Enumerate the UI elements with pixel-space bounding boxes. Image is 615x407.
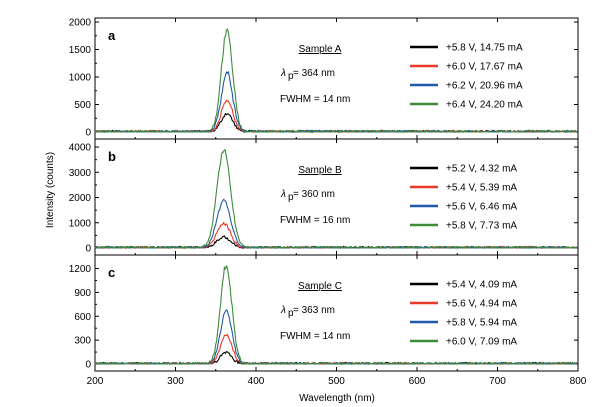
y-tick-label: 3000 xyxy=(69,168,92,179)
panel-frame xyxy=(94,254,579,372)
y-tick-label: 300 xyxy=(74,336,91,347)
y-tick-label: 600 xyxy=(74,312,91,323)
y-tick-label: 0 xyxy=(85,128,91,139)
panel-letter-a: a xyxy=(108,28,116,43)
y-axis-label: Intensity (counts) xyxy=(45,152,56,228)
panel-letter-c: c xyxy=(108,265,115,280)
legend-label: +5.4 V, 5.39 mA xyxy=(446,183,517,194)
y-tick-label: 1000 xyxy=(69,218,92,229)
x-tick-label: 700 xyxy=(489,376,506,387)
legend-label: +6.0 V, 17.67 mA xyxy=(446,62,523,73)
sample-label: Sample A xyxy=(299,44,342,55)
peak-wavelength-label: = 364 nm xyxy=(293,68,335,79)
panel-b: 0 1000 2000 3000 4000 b Sample B λ p = 360 nm FWHM… xyxy=(69,138,579,256)
series-line-b-3 xyxy=(94,149,578,249)
legend-label: +5.8 V, 5.94 mA xyxy=(446,318,517,329)
lambda-symbol: λ xyxy=(280,305,286,316)
y-tick-label: 1500 xyxy=(69,45,92,56)
lambda-subscript: p xyxy=(288,71,294,82)
y-tick-label: 1000 xyxy=(69,73,92,84)
legend-label: +5.6 V, 6.46 mA xyxy=(446,202,517,213)
sample-label: Sample C xyxy=(298,281,342,292)
legend-label: +5.8 V, 7.73 mA xyxy=(446,221,517,232)
sample-label: Sample B xyxy=(298,165,342,176)
legend-label: +5.4 V, 4.09 mA xyxy=(446,280,517,291)
fwhm-label: FWHM = 14 nm xyxy=(280,331,350,342)
peak-wavelength-label: = 363 nm xyxy=(293,305,335,316)
x-tick-label: 200 xyxy=(87,376,104,387)
lambda-symbol: λ xyxy=(280,189,286,200)
y-tick-label: 2000 xyxy=(69,18,92,29)
x-tick-label: 400 xyxy=(248,376,265,387)
x-tick-label: 600 xyxy=(409,376,426,387)
panel-a: 0 500 1000 1500 2000 a Sample A λ p = 364 nm FWHM … xyxy=(69,17,579,140)
y-tick-label: 1200 xyxy=(69,264,92,275)
fwhm-label: FWHM = 14 nm xyxy=(280,94,350,105)
x-tick-label: 800 xyxy=(570,376,587,387)
legend-label: +5.6 V, 4.94 mA xyxy=(446,299,517,310)
legend-label: +6.0 V, 7.09 mA xyxy=(446,337,517,348)
series-line-c-3 xyxy=(94,265,578,365)
y-tick-label: 0 xyxy=(85,244,91,255)
y-tick-label: 2000 xyxy=(69,193,92,204)
y-tick-label: 900 xyxy=(74,288,91,299)
lambda-subscript: p xyxy=(288,192,294,203)
fwhm-label: FWHM = 16 nm xyxy=(280,215,350,226)
x-tick-label: 300 xyxy=(167,376,184,387)
legend-label: +6.2 V, 20.96 mA xyxy=(446,81,523,92)
panel-letter-b: b xyxy=(108,149,116,164)
lambda-subscript: p xyxy=(288,308,294,319)
lambda-symbol: λ xyxy=(280,68,286,79)
peak-wavelength-label: = 360 nm xyxy=(293,189,335,200)
panel-frame xyxy=(94,138,579,256)
series-line-a-3 xyxy=(94,28,578,133)
panel-frame xyxy=(94,17,579,140)
x-axis-label: Wavelength (nm) xyxy=(299,393,375,404)
y-tick-label: 0 xyxy=(85,360,91,371)
legend-label: +5.8 V, 14.75 mA xyxy=(446,43,523,54)
panel-c: 0 300 600 900 1200 c Sample C λ p = 363 nm FWHM = … xyxy=(69,254,579,372)
series-line-a-0 xyxy=(94,112,578,133)
y-tick-label: 4000 xyxy=(69,143,92,154)
x-tick-label: 500 xyxy=(328,376,345,387)
legend-label: +5.2 V, 4.32 mA xyxy=(446,164,517,175)
legend-label: +6.4 V, 24.20 mA xyxy=(446,100,523,111)
y-tick-label: 500 xyxy=(74,100,91,111)
